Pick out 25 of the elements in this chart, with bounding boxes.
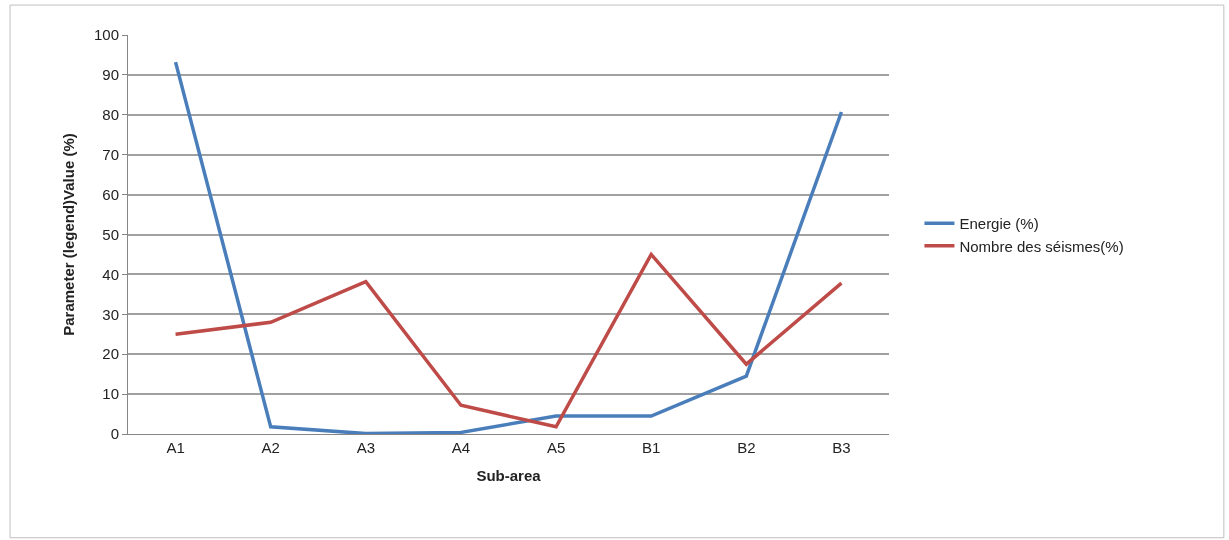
- y-tick-label: 30: [102, 305, 119, 323]
- x-tick-label: B1: [642, 439, 661, 456]
- x-tick-label: A5: [546, 439, 566, 456]
- line-series: [173, 60, 844, 434]
- y-tick-label: 60: [102, 185, 119, 203]
- y-tick-label: 80: [102, 106, 119, 124]
- legend-label: Energie (%): [959, 215, 1039, 233]
- y-tick-label: 20: [102, 345, 119, 363]
- y-tick-label: 40: [102, 265, 119, 283]
- y-axis-title: Parameter (legend)Value (%): [60, 133, 78, 336]
- y-tick-label: 0: [110, 425, 119, 443]
- x-tick-label: B3: [832, 439, 851, 456]
- y-tick-label: 70: [102, 145, 119, 163]
- y-tick-label: 50: [102, 225, 119, 243]
- x-tick-label: A2: [261, 439, 280, 456]
- legend-label: Nombre des séismes(%): [959, 237, 1124, 255]
- x-tick-label: B2: [737, 439, 756, 456]
- x-tick-label: A3: [356, 439, 375, 456]
- line-series: [173, 252, 844, 429]
- y-tick-label: 90: [102, 66, 119, 84]
- x-tick-label: A1: [166, 439, 185, 456]
- x-axis-title: Sub-area: [476, 467, 542, 484]
- y-tick-label: 10: [102, 385, 119, 403]
- y-tick-label: 100: [93, 26, 119, 44]
- x-tick-label: A4: [451, 439, 471, 456]
